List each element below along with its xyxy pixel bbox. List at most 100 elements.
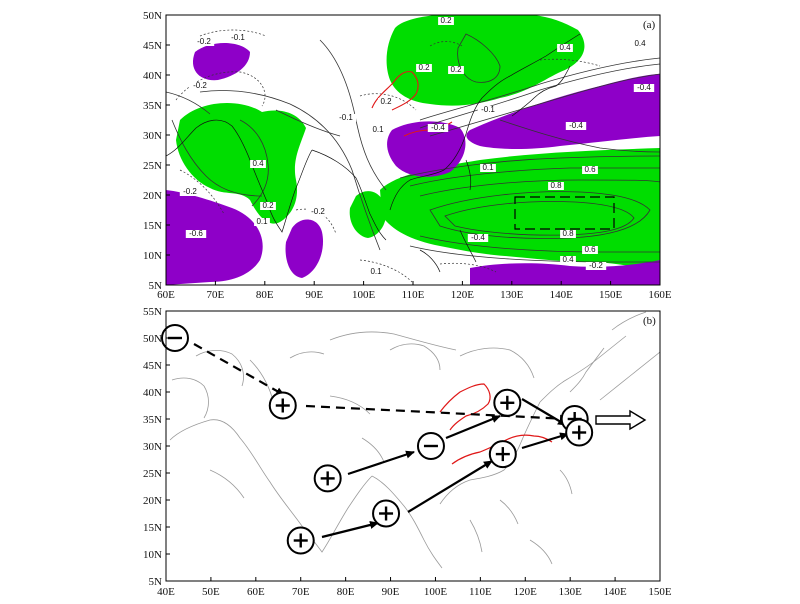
- b-x-tick-label: 100E: [424, 586, 448, 598]
- contour-label-bg: [565, 122, 587, 130]
- contour-label-bg: [480, 164, 496, 172]
- positive-center-arabian-sea-high: [313, 464, 342, 493]
- positive-center-north-china-high: [493, 388, 522, 417]
- solid-paths: [321, 398, 569, 539]
- panel-a-label: (a): [643, 19, 656, 31]
- contour-label-bg: [557, 44, 573, 52]
- contour-label-bg: [368, 268, 384, 276]
- contour-label: -0.1: [231, 33, 245, 42]
- a-x-tick-label: 100E: [352, 289, 376, 301]
- contour-label-bg: [260, 202, 276, 210]
- contour-label-bg: [582, 166, 598, 174]
- contour-label-bg: [560, 230, 576, 238]
- b-y-tick-label: 40N: [143, 387, 162, 399]
- b-y-tick-label: 15N: [143, 522, 162, 534]
- negative-region-bengal-south: [285, 219, 324, 278]
- a-x-tick-label: 140E: [550, 289, 574, 301]
- contour-label-bg: [633, 84, 655, 92]
- b-x-tick-label: 150E: [648, 586, 672, 598]
- b-x-tick-label: 130E: [559, 586, 583, 598]
- contour-label-bg: [185, 230, 207, 238]
- b-x-tick-label: 110E: [469, 586, 492, 598]
- contour-label-bg: [189, 82, 211, 90]
- contour-label-bg: [378, 98, 394, 106]
- contour-label-bg: [582, 246, 598, 254]
- a-y-tick-label: 15N: [143, 220, 162, 232]
- a-y-tick-label: 30N: [143, 130, 162, 142]
- panel-a-y-axis: 50N 45N 40N 35N 30N 25N 20N 15N 10N 5N: [143, 10, 170, 292]
- coastlines-b: [169, 311, 660, 569]
- a-y-tick-label: 45N: [143, 40, 162, 52]
- a-x-tick-label: 90E: [305, 289, 323, 301]
- contour-label: -0.4: [431, 123, 445, 132]
- contour-label-bg: [438, 17, 454, 25]
- panel-a-x-axis: 60E 70E 80E 90E 100E 110E 120E 130E 140E 150E 160E: [157, 281, 672, 301]
- b-y-tick-label: 30N: [143, 441, 162, 453]
- positive-region-north-china: [386, 15, 585, 106]
- a-y-tick-label: 20N: [143, 190, 162, 202]
- positive-region-pacific: [380, 148, 660, 270]
- contour-label-bg: [307, 208, 329, 216]
- contour-label: 0.6: [584, 245, 596, 254]
- contour-label: 0.8: [550, 181, 562, 190]
- b-y-tick-label: 25N: [143, 468, 162, 480]
- contour-label: 0.4: [559, 43, 571, 52]
- a-x-tick-label: 120E: [451, 289, 475, 301]
- panel-b-x-axis: 40E 50E 60E 70E 80E 90E 100E 110E 120E 130E 140E 15…: [157, 577, 672, 598]
- a-x-tick-label: 60E: [157, 289, 175, 301]
- b-x-tick-label: 40E: [157, 586, 175, 598]
- contour-label-bg: [632, 40, 648, 48]
- positive-region-india: [176, 102, 306, 224]
- contour-label: 0.8: [562, 229, 574, 238]
- contour-label-bg: [254, 218, 270, 226]
- contour-label-bg: [416, 64, 432, 72]
- a-y-tick-label: 50N: [143, 10, 162, 22]
- contour-label: 0.4: [562, 255, 574, 264]
- contour-label: -0.2: [193, 81, 207, 90]
- b-y-tick-label: 45N: [143, 360, 162, 372]
- contour-label: 0.2: [450, 65, 462, 74]
- contour-label-bg: [227, 34, 249, 42]
- contour-lines-dashed: [175, 29, 601, 283]
- anomaly-centers: [160, 324, 594, 555]
- contour-lines: [166, 33, 660, 263]
- positive-center-indian-ocean-high: [286, 526, 315, 555]
- positive-center-central-asia-high: [268, 391, 297, 420]
- contour-label-bg: [427, 124, 449, 132]
- a-x-tick-label: 70E: [207, 289, 225, 301]
- b-x-tick-label: 120E: [514, 586, 538, 598]
- contour-label-bg: [448, 66, 464, 74]
- a-y-tick-label: 40N: [143, 70, 162, 82]
- negative-center-north-atlantic-low: [160, 324, 189, 352]
- panel-b: 40E 50E 60E 70E 80E 90E 100E 110E 120E 130E 140E 15…: [143, 306, 672, 598]
- negative-region-west-pacific: [470, 260, 660, 285]
- b-y-tick-label: 5N: [149, 576, 163, 588]
- contour-label: 0.1: [372, 125, 384, 134]
- negative-region-caspian: [192, 43, 250, 81]
- contour-label-bg: [179, 188, 201, 196]
- contour-label: -0.1: [339, 113, 353, 122]
- b-y-tick-label: 55N: [143, 306, 162, 318]
- a-x-tick-label: 150E: [599, 289, 623, 301]
- positive-region-bengal: [349, 191, 387, 238]
- contour-label-bg: [193, 38, 215, 46]
- contour-label-bg: [467, 234, 489, 242]
- contour-label-bg: [477, 106, 499, 114]
- contour-label: -0.6: [189, 229, 203, 238]
- b-y-tick-label: 50N: [143, 333, 162, 345]
- panel-a: 0.2 -0.2 -0.1 -0.2 0.4 0.2 -0.4 -0.6 -0.2 0.1 0.2 0…: [143, 10, 672, 301]
- panel-b-y-axis: 55N 50N 45N 40N 35N 30N 25N 20N 15N 10N 5N: [143, 306, 170, 588]
- contour-label: 0.1: [256, 217, 268, 226]
- contour-label: -0.4: [637, 83, 651, 92]
- contour-label-bg: [250, 160, 266, 168]
- negative-center-tibet-low: [416, 432, 445, 460]
- contour-label: -0.2: [183, 187, 197, 196]
- contour-label-bg: [585, 262, 607, 270]
- contour-label: -0.2: [589, 261, 603, 270]
- rivers-b: [439, 383, 553, 465]
- contour-label-group: 0.2 -0.2 -0.1 -0.2 0.4 0.2 -0.4 -0.6 -0.2 0.1 0.2 0…: [179, 16, 655, 276]
- a-y-tick-label: 35N: [143, 100, 162, 112]
- b-y-tick-label: 10N: [143, 549, 162, 561]
- negative-region-arabian: [166, 190, 263, 285]
